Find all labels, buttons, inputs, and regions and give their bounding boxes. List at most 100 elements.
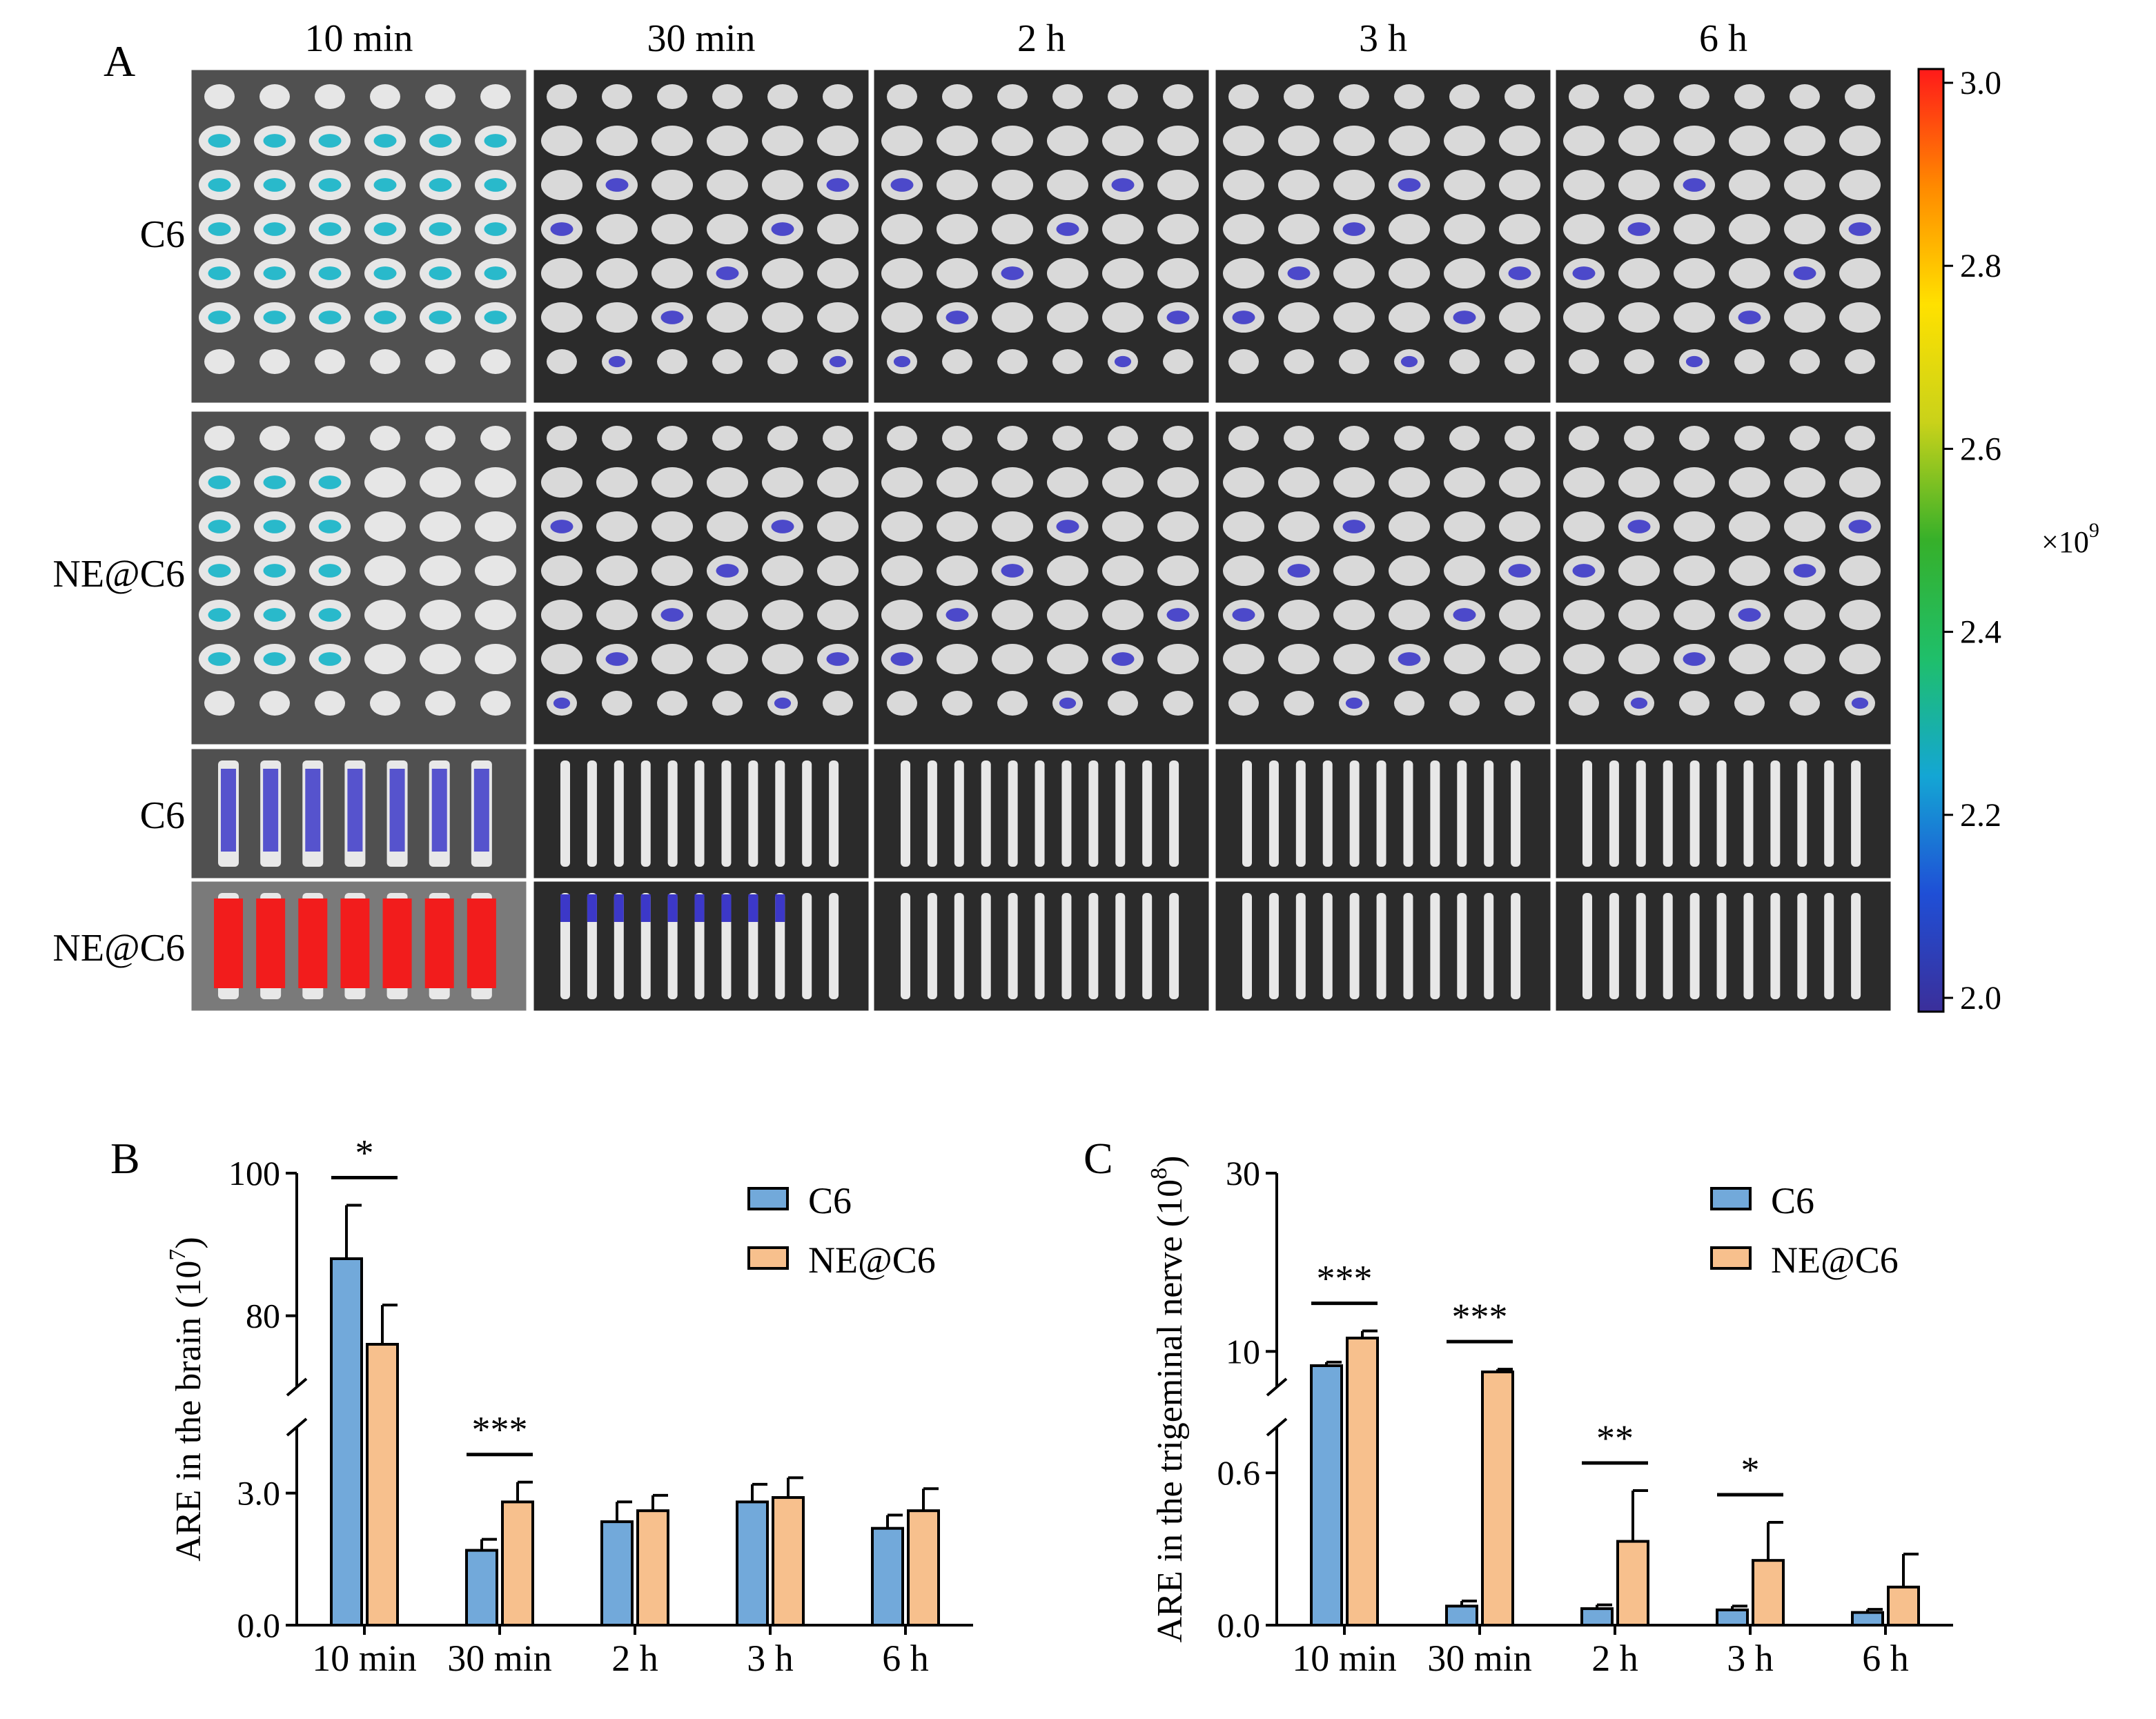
brain-slice xyxy=(1223,511,1264,542)
brain-slice xyxy=(942,691,972,716)
brain-slice xyxy=(767,84,798,109)
brain-slice xyxy=(1679,84,1709,109)
brain-slice xyxy=(1624,349,1654,374)
image-panel xyxy=(872,879,1211,1013)
x-tick-label: 6 h xyxy=(1862,1638,1909,1679)
image-panel-bg xyxy=(189,68,529,405)
brain-slice xyxy=(707,170,748,200)
brain-slice xyxy=(1505,349,1535,374)
signal-spot xyxy=(208,311,231,324)
brain-slice xyxy=(596,126,638,156)
image-panel xyxy=(1554,409,1893,747)
signal-spot xyxy=(263,311,286,324)
nerve-strand xyxy=(614,760,624,867)
brain-slice xyxy=(817,600,859,630)
brain-slice xyxy=(1790,426,1820,451)
signal-spot xyxy=(208,134,231,148)
brain-slice xyxy=(1278,302,1320,333)
brain-slice xyxy=(1102,302,1144,333)
brain-slice xyxy=(657,426,687,451)
brain-slice xyxy=(475,467,516,498)
x-tick-label: 10 min xyxy=(1292,1638,1397,1679)
brain-slice xyxy=(1284,84,1314,109)
brain-slice xyxy=(541,302,582,333)
y-axis-label-text: ARE in the brain (10 xyxy=(169,1261,208,1562)
brain-slice xyxy=(315,84,345,109)
brain-slice xyxy=(1444,644,1485,674)
nerve-strand xyxy=(981,893,991,999)
brain-slice xyxy=(1339,84,1369,109)
signal-spot xyxy=(484,311,507,324)
chart-trigeminal: 0.0 0.6 10 30 ARE in the trigeminal nerve (1… xyxy=(1146,1154,1953,1679)
brain-slice xyxy=(937,511,978,542)
nerve-strand xyxy=(1609,760,1619,867)
nerve-strand xyxy=(1797,760,1807,867)
brain-slice xyxy=(1157,556,1199,586)
signal-spot xyxy=(431,769,447,852)
image-panel xyxy=(189,879,529,1013)
timepoint-header: 3 h xyxy=(1359,17,1407,60)
brain-slice xyxy=(707,511,748,542)
brain-slice xyxy=(1333,600,1375,630)
signal-spot xyxy=(429,266,452,280)
brain-slice xyxy=(1563,644,1605,674)
colorbar-unit: ×109 xyxy=(2041,519,2099,559)
signal-spot xyxy=(1287,266,1311,280)
brain-slice xyxy=(997,84,1028,109)
brain-slice xyxy=(420,556,461,586)
x-tick-label: 6 h xyxy=(882,1638,929,1679)
nerve-strand xyxy=(901,893,910,999)
colorbar-tick-label: 3.0 xyxy=(1960,65,2001,101)
brain-slice xyxy=(1674,258,1715,288)
brain-slice xyxy=(1845,426,1875,451)
brain-slice xyxy=(1674,214,1715,244)
brain-slice xyxy=(817,258,859,288)
brain-slice xyxy=(1839,302,1881,333)
brain-slice xyxy=(541,556,582,586)
signal-spot xyxy=(263,652,286,666)
image-panel-bg xyxy=(1554,409,1893,747)
nerve-strand xyxy=(1636,893,1646,999)
nerve-strand xyxy=(1142,760,1153,867)
brain-slice xyxy=(1784,644,1825,674)
nerve-strand xyxy=(721,760,732,867)
signal-spot xyxy=(945,311,969,324)
brain-slice xyxy=(602,84,632,109)
brain-slice xyxy=(712,84,743,109)
brain-slice xyxy=(204,426,235,451)
brain-slice xyxy=(315,349,345,374)
signal-spot xyxy=(484,178,507,192)
brain-slice xyxy=(1333,467,1375,498)
signal-spot xyxy=(429,178,452,192)
brain-slice xyxy=(1674,511,1715,542)
brain-slice xyxy=(1102,126,1144,156)
nerve-strand xyxy=(1484,893,1494,999)
brain-slice xyxy=(1734,426,1765,451)
brain-slice xyxy=(1052,84,1083,109)
y-tick-label: 100 xyxy=(228,1154,280,1192)
signal-spot xyxy=(1232,311,1255,324)
brain-slice xyxy=(1845,84,1875,109)
brain-slice xyxy=(817,556,859,586)
image-panel-bg xyxy=(531,409,871,747)
brain-slice xyxy=(1674,302,1715,333)
nerve-strand xyxy=(775,760,785,867)
brain-slice xyxy=(1449,84,1480,109)
colorbar: 3.0 2.8 2.6 2.4 2.2 2.0 ×109 xyxy=(1917,65,2099,1016)
image-panel-bg xyxy=(1213,409,1553,747)
nerve-strand xyxy=(1295,893,1306,999)
signal-spot xyxy=(318,222,342,236)
signal-spot xyxy=(1508,564,1531,578)
signal-spot xyxy=(1398,178,1421,192)
nerve-strand xyxy=(1716,760,1727,867)
brain-slice xyxy=(364,511,406,542)
row-label: C6 xyxy=(140,213,185,256)
bar-c6 xyxy=(1851,1611,1884,1627)
brain-slice xyxy=(1784,302,1825,333)
brain-slice xyxy=(1223,258,1264,288)
signal-spot xyxy=(721,894,732,922)
bar-ne-at-c6 xyxy=(1616,1540,1649,1627)
axis-break-mark xyxy=(1266,1417,1288,1437)
brain-slice xyxy=(1278,600,1320,630)
bar-c6 xyxy=(1445,1604,1478,1627)
